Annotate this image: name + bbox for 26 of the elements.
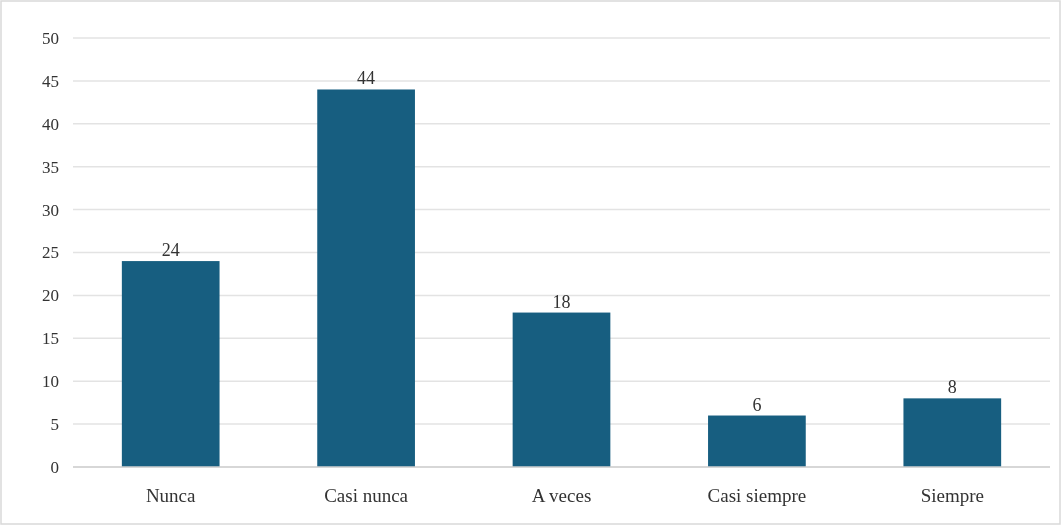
y-tick-label: 10 (42, 372, 59, 392)
bar (708, 415, 806, 467)
y-tick-label: 30 (42, 200, 59, 220)
y-tick-label: 40 (42, 114, 59, 134)
y-tick-label: 5 (50, 415, 59, 435)
x-tick-label: Casi siempre (707, 485, 807, 506)
y-tick-label: 0 (50, 457, 59, 477)
y-tick-label: 25 (42, 243, 59, 263)
y-tick-label: 35 (42, 157, 59, 177)
data-label: 44 (357, 68, 376, 89)
bar (121, 261, 220, 467)
data-label: 24 (161, 240, 180, 261)
y-tick-label: 50 (42, 28, 59, 48)
x-tick-label: Casi nunca (324, 485, 409, 506)
x-tick-label: A veces (531, 485, 592, 506)
x-tick-label: Nunca (145, 485, 197, 506)
y-tick-label: 15 (42, 329, 59, 349)
bar (317, 89, 415, 467)
x-tick-label: Siempre (920, 485, 984, 506)
data-label: 6 (752, 394, 762, 415)
bar (512, 312, 611, 467)
y-tick-label: 20 (42, 286, 59, 306)
y-tick-label: 45 (42, 71, 59, 91)
data-label: 8 (947, 377, 957, 398)
data-label: 18 (552, 291, 571, 312)
bar (903, 398, 1002, 467)
